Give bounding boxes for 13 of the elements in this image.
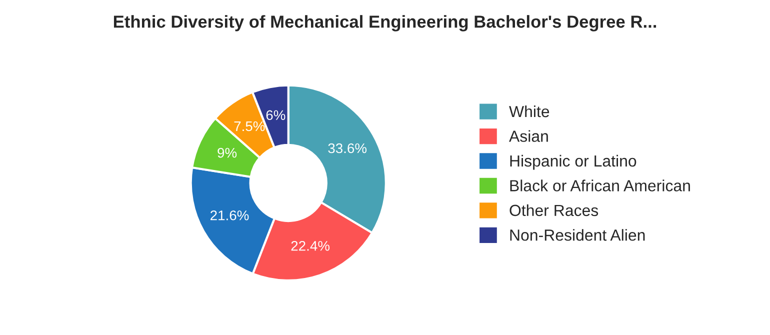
data-label: 22.4% bbox=[291, 240, 330, 251]
legend-label: Non-Resident Alien bbox=[510, 229, 645, 241]
legend-label: Black or African American bbox=[510, 180, 690, 192]
data-label: 21.6% bbox=[210, 210, 249, 220]
legend-label: Other Races bbox=[510, 204, 598, 216]
data-label: 6% bbox=[266, 110, 286, 120]
legend-label: Asian bbox=[509, 130, 548, 142]
data-label: 7.5% bbox=[234, 121, 265, 132]
data-label: 9% bbox=[218, 148, 237, 158]
legend-label: Hispanic or Latino bbox=[510, 154, 636, 170]
legend-label: White bbox=[509, 105, 550, 118]
data-label: 33.6% bbox=[328, 143, 367, 154]
chart-title: Ethnic Diversity of Mechanical Engineering Bachelor's Degree R... bbox=[114, 15, 656, 32]
